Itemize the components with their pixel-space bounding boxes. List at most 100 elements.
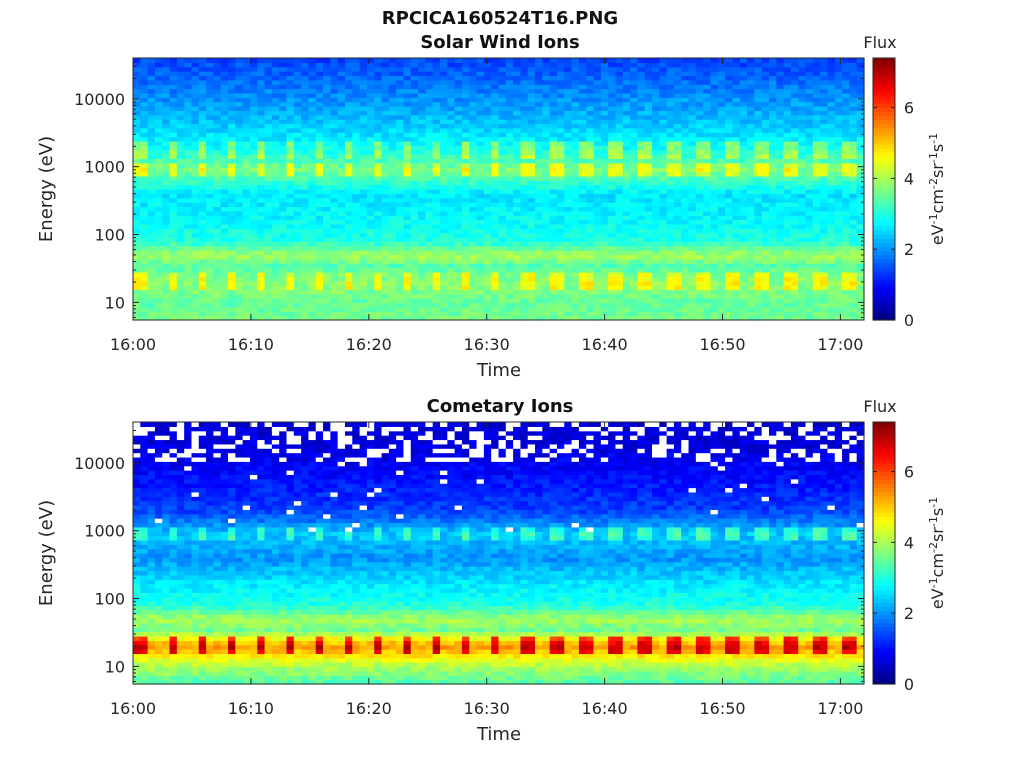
heatmap-cell [440, 149, 448, 155]
heatmap-cell [703, 232, 712, 238]
heatmap-cell [344, 289, 353, 295]
heatmap-cell [381, 167, 390, 173]
heatmap-cell [520, 311, 529, 317]
heatmap-cell [359, 298, 368, 304]
heatmap-cell [264, 315, 273, 321]
heatmap-cell [323, 58, 331, 63]
heatmap-cell [213, 158, 222, 164]
heatmap-cell [549, 245, 558, 251]
heatmap-cell [323, 241, 331, 247]
heatmap-cell [337, 210, 346, 216]
heatmap-cell [403, 193, 412, 199]
heatmap-cell [418, 215, 426, 221]
heatmap-cell [264, 202, 273, 208]
heatmap-cell [279, 241, 288, 247]
heatmap-cell [527, 306, 536, 312]
heatmap-cell [169, 101, 178, 107]
heatmap-cell [505, 197, 514, 203]
heatmap-cell [162, 158, 171, 164]
heatmap-cell [593, 271, 602, 277]
heatmap-cell [703, 132, 712, 138]
heatmap-cell [381, 289, 390, 295]
heatmap-cell [491, 167, 500, 173]
heatmap-cell [578, 289, 587, 295]
heatmap-cell [191, 97, 200, 103]
heatmap-cell [520, 136, 529, 142]
heatmap-cell [505, 162, 514, 168]
heatmap-cell [732, 193, 741, 199]
heatmap-cell [257, 302, 266, 308]
heatmap-cell [220, 228, 229, 234]
heatmap-cell [323, 189, 331, 194]
heatmap-cell [315, 258, 324, 264]
heatmap-cell [323, 306, 331, 312]
heatmap-cell [586, 136, 595, 142]
heatmap-cell [578, 66, 587, 72]
heatmap-cell [403, 62, 412, 68]
heatmap-cell [249, 250, 258, 256]
heatmap-cell [286, 167, 295, 173]
heatmap-cell [308, 66, 317, 72]
heatmap-cell [249, 215, 258, 221]
heatmap-cell [184, 206, 193, 212]
heatmap-cell [505, 289, 514, 295]
heatmap-cell [556, 267, 565, 273]
heatmap-cell [710, 215, 719, 221]
heatmap-cell [410, 289, 419, 295]
heatmap-cell [301, 101, 310, 107]
heatmap-cell [191, 171, 200, 177]
heatmap-cell [447, 123, 456, 129]
heatmap-cell [666, 145, 675, 151]
heatmap-cell [659, 241, 668, 247]
heatmap-cell [228, 258, 236, 264]
heatmap-cell [228, 154, 236, 160]
heatmap-cell [220, 84, 229, 90]
heatmap-cell [220, 71, 229, 77]
heatmap-cell [717, 193, 726, 199]
heatmap-cell [191, 162, 200, 168]
heatmap-cell [176, 254, 185, 260]
heatmap-cell [286, 276, 295, 282]
heatmap-cell [315, 97, 324, 103]
heatmap-cell [600, 154, 609, 160]
heatmap-cell [491, 210, 500, 216]
heatmap-cell [622, 180, 631, 186]
heatmap-cell [169, 306, 178, 312]
heatmap-cell [622, 149, 631, 155]
heatmap-cell [491, 206, 500, 212]
heatmap-cell [498, 66, 507, 72]
heatmap-cell [147, 140, 156, 146]
heatmap-cell [666, 285, 675, 291]
heatmap-cell [176, 119, 185, 125]
heatmap-cell [206, 228, 215, 234]
heatmap-cell [695, 311, 704, 317]
heatmap-cell [549, 271, 558, 277]
heatmap-cell [447, 245, 456, 251]
heatmap-cell [184, 289, 193, 295]
heatmap-cell [374, 66, 383, 72]
heatmap-cell [673, 140, 682, 146]
heatmap-cell [308, 180, 317, 186]
heatmap-cell [630, 315, 638, 321]
heatmap-cell [344, 193, 353, 199]
heatmap-cell [695, 302, 704, 308]
heatmap-cell [447, 293, 456, 299]
heatmap-cell [169, 245, 178, 251]
heatmap-cell [162, 84, 171, 90]
heatmap-cell [191, 193, 200, 199]
heatmap-cell [176, 154, 185, 160]
heatmap-cell [206, 189, 215, 194]
heatmap-cell [286, 127, 295, 133]
heatmap-cell [637, 79, 646, 85]
heatmap-cell [454, 210, 463, 216]
heatmap-cell [622, 254, 631, 260]
heatmap-cell [710, 62, 719, 68]
heatmap-cell [242, 88, 251, 94]
heatmap-cell [425, 258, 434, 264]
heatmap-cell [374, 145, 383, 151]
heatmap-cell [147, 263, 156, 269]
heatmap-cell [732, 302, 741, 308]
heatmap-cell [249, 114, 258, 120]
heatmap-cell [673, 276, 682, 282]
heatmap-cell [586, 106, 595, 111]
